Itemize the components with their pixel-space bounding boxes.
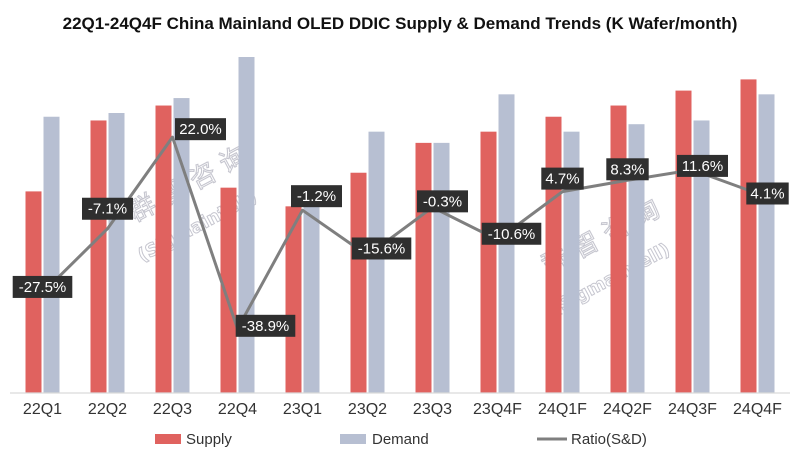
chart-title: 22Q1-24Q4F China Mainland OLED DDIC Supp… — [62, 14, 738, 33]
supply-bar-23Q4F — [480, 131, 497, 393]
ratio-data-label: 4.1% — [750, 185, 784, 202]
x-tick-label: 22Q4 — [218, 401, 257, 418]
x-tick-label: 24Q2F — [603, 401, 652, 418]
ratio-label-box — [12, 275, 73, 298]
ratio-data-label: -27.5% — [19, 279, 67, 296]
ratio-data-label: 8.3% — [610, 161, 644, 178]
ratio-data-label: 4.7% — [545, 171, 579, 188]
ratio-label-box — [541, 167, 584, 190]
demand-bar-24Q3F — [693, 120, 710, 393]
x-tick-label: 24Q4F — [733, 401, 782, 418]
demand-bar-23Q3 — [433, 142, 450, 393]
ratio-data-label: -15.6% — [358, 240, 406, 257]
supply-bar-23Q3 — [415, 142, 432, 393]
supply-bar-22Q2 — [90, 120, 107, 393]
ratio-label-box — [351, 237, 412, 260]
ratio-data-label: 11.6% — [682, 158, 723, 175]
ratio-label-box — [606, 158, 649, 181]
supply-bar-24Q4F — [740, 79, 757, 394]
ratio-label-box — [82, 197, 133, 220]
demand-bar-24Q1F — [563, 131, 580, 393]
ratio-data-label: -38.9% — [242, 318, 290, 335]
ratio-data-label: -1.2% — [297, 188, 336, 205]
supply-bar-22Q4 — [220, 187, 237, 393]
x-tick-labels: 22Q1 22Q2 22Q3 22Q4 23Q1 23Q2 23Q3 23Q4F 24Q1F 24… — [23, 401, 782, 418]
legend-label-supply: Supply — [186, 431, 232, 448]
supply-bar-24Q3F — [675, 90, 692, 393]
ratio-label-box — [677, 154, 728, 177]
supply-bar-24Q1F — [545, 116, 562, 393]
x-tick-label: 23Q3 — [413, 401, 452, 418]
x-tick-label: 23Q2 — [348, 401, 387, 418]
demand-bar-23Q1 — [303, 202, 320, 393]
watermark: 群 智 咨 询 (Sigmaintell) 群 智 咨 询 (Sigmainte… — [124, 141, 674, 320]
ratio-line — [41, 135, 759, 331]
x-tick-label: 23Q1 — [283, 401, 322, 418]
ratio-label-box — [175, 118, 226, 141]
x-tick-label: 24Q1F — [538, 401, 587, 418]
x-tick-label: 23Q4F — [473, 401, 522, 418]
ratio-label-box — [481, 222, 542, 245]
legend-swatch-supply — [155, 434, 181, 444]
ratio-data-label: -7.1% — [88, 201, 127, 218]
demand-bar-22Q2 — [108, 113, 125, 393]
x-tick-label: 22Q1 — [23, 401, 62, 418]
demand-bar-24Q2F — [628, 124, 645, 393]
x-tick-label: 22Q2 — [88, 401, 127, 418]
supply-bar-22Q3 — [155, 105, 172, 394]
ratio-label-box — [746, 182, 789, 205]
ratio-data-label: 22.0% — [179, 121, 222, 138]
ratio-line-group — [41, 135, 759, 331]
legend-swatch-demand — [340, 434, 366, 444]
legend: Supply Demand Ratio(S&D) — [155, 431, 647, 448]
ratio-data-labels: -27.5% -7.1% 22.0% -38.9% -1.2% -15.6% -0.3% -1… — [12, 118, 789, 337]
x-tick-label: 22Q3 — [153, 401, 192, 418]
supply-bar-23Q2 — [350, 172, 367, 393]
supply-bar-23Q1 — [285, 206, 302, 393]
ratio-label-box — [235, 314, 296, 337]
ratio-label-box — [417, 190, 468, 213]
ratio-data-label: -0.3% — [423, 193, 462, 210]
ratio-data-label: -10.6% — [488, 226, 536, 243]
x-tick-label: 24Q3F — [668, 401, 717, 418]
legend-label-ratio: Ratio(S&D) — [571, 431, 647, 448]
ratio-label-box — [291, 185, 342, 208]
demand-bar-24Q4F — [758, 94, 775, 393]
demand-bar-22Q4 — [238, 57, 255, 393]
demand-bar-22Q1 — [43, 116, 60, 393]
supply-bar-24Q2F — [610, 105, 627, 394]
demand-bar-22Q3 — [173, 98, 190, 394]
demand-bar-23Q2 — [368, 131, 385, 393]
legend-label-demand: Demand — [372, 431, 429, 448]
